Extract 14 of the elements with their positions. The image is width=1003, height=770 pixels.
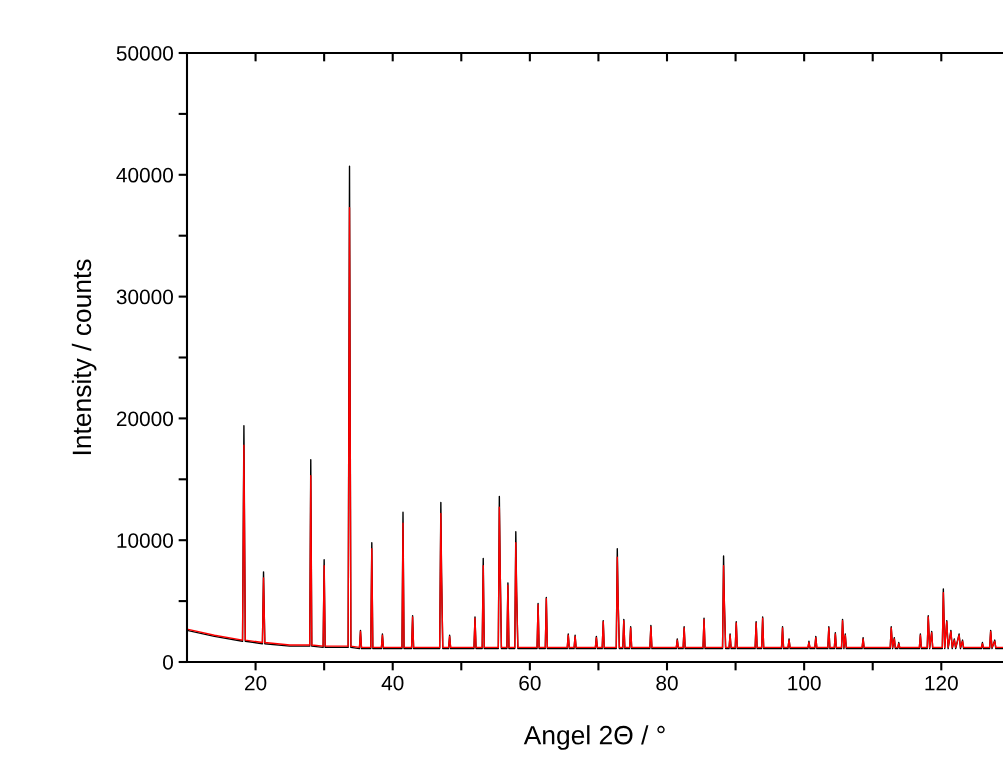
x-tick-label: 40 [381,675,404,691]
y-axis-title: Intensity / counts [71,259,97,455]
y-tick-label: 10000 [117,533,173,548]
y-tick-label: 40000 [116,167,173,183]
x-tick-label: 100 [788,675,821,691]
x-axis-title: Angel 2Θ / ° [523,725,665,750]
y-tick-label: 0 [163,655,173,670]
y-tick-label: 50000 [116,46,173,61]
x-tick-label: 120 [925,675,958,691]
y-tick-label: 20000 [116,411,173,427]
x-tick-label: 20 [245,675,267,691]
x-tick-label: 80 [656,675,678,691]
x-tick-label: 60 [519,675,541,691]
y-tick-label: 30000 [116,289,173,305]
